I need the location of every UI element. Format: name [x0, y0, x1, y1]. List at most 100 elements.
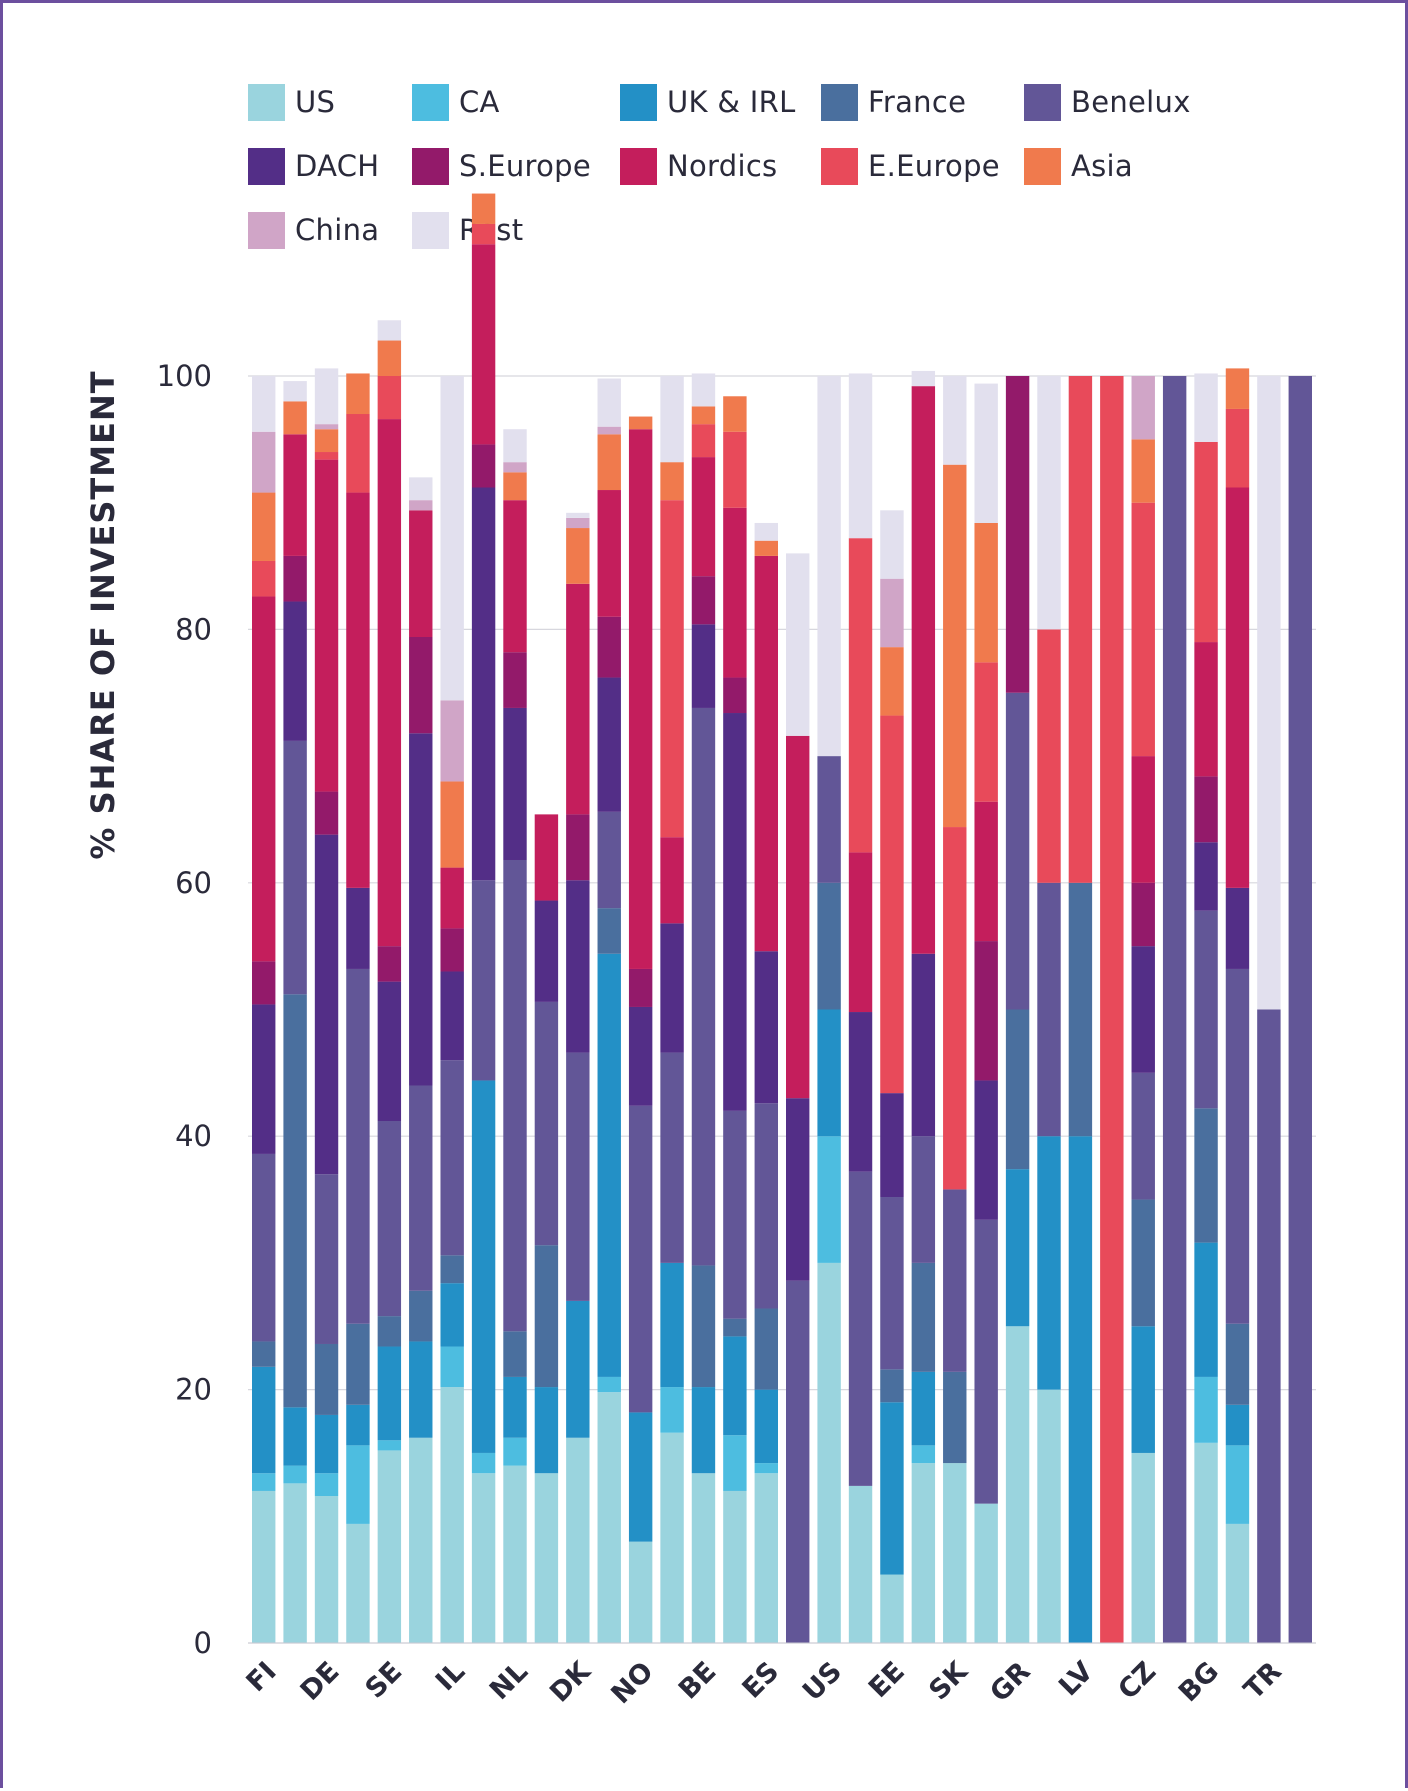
bar-segment-e-europe [1037, 629, 1060, 882]
bar-segment-nordics [315, 460, 338, 792]
bar-segment-us [1132, 1453, 1155, 1643]
bar-segment-france [1132, 1200, 1155, 1327]
bar-segment-s-europe [974, 941, 997, 1080]
bar-segment-asia [252, 493, 275, 561]
bar-segment-dach [283, 602, 306, 741]
bar-segment-us [943, 1463, 966, 1643]
bar-segment-nordics [346, 493, 369, 888]
bar-segment-ca [912, 1445, 935, 1463]
x-tick-label: NO [605, 1656, 659, 1710]
bar-segment-us [252, 1491, 275, 1643]
bar-segment-e-europe [346, 414, 369, 493]
x-tick-label: BE [673, 1656, 723, 1706]
bar-segment-nordics [912, 386, 935, 954]
bar-segment-france [943, 1372, 966, 1463]
bar-segment-us [912, 1463, 935, 1643]
bar-segment-ca [598, 1377, 621, 1392]
bar-segment-china [880, 579, 903, 647]
bar-segment-e-europe [943, 827, 966, 1189]
bar-segment-s-europe [723, 678, 746, 713]
bar-segment-rest [660, 376, 683, 462]
bar-segment-e-europe [849, 538, 872, 852]
bar-segment-nordics [786, 736, 809, 1098]
bar-segment-us [566, 1438, 589, 1643]
bar-segment-uk-irl [629, 1412, 652, 1541]
bar-segment-us [472, 1473, 495, 1643]
bar-segment-asia [472, 194, 495, 224]
bar-segment-us [880, 1575, 903, 1643]
gridlines [248, 376, 1316, 1643]
bar-segment-france [1006, 1010, 1029, 1170]
bar-segment-us [1037, 1390, 1060, 1643]
bar-segment-dach [974, 1080, 997, 1219]
bar-segment-benelux [943, 1189, 966, 1371]
bar-segment-ca [755, 1463, 778, 1473]
bar-segment-benelux [598, 812, 621, 908]
bar-segment-us [346, 1524, 369, 1643]
bar-segment-nordics [535, 814, 558, 900]
bar-segment-nordics [283, 434, 306, 556]
bar-segment-nordics [974, 802, 997, 941]
bar-segment-uk-irl [503, 1377, 526, 1438]
bar-segment-uk-irl [1006, 1169, 1029, 1326]
bar-segment-rest [566, 513, 589, 518]
bar-segment-s-europe [598, 617, 621, 678]
x-tick-label: CZ [1112, 1656, 1162, 1706]
bar-segment-ca [378, 1440, 401, 1450]
bar-segment-uk-irl [1037, 1136, 1060, 1389]
bar-segment-france [315, 1344, 338, 1415]
bar-segment-france [409, 1291, 432, 1342]
bar-segment-uk-irl [252, 1367, 275, 1473]
bar-segment-france [880, 1369, 903, 1402]
bar-segment-uk-irl [692, 1387, 715, 1473]
bar-segment-dach [440, 971, 463, 1060]
bar-segment-ca [346, 1445, 369, 1524]
bar-segment-asia [629, 417, 652, 430]
bar-segment-nordics [378, 419, 401, 946]
bar-segment-benelux [974, 1220, 997, 1504]
bar-segment-china [503, 462, 526, 472]
bar-segment-asia [1132, 439, 1155, 502]
bar-segment-e-europe [472, 224, 495, 244]
bar-segment-us [692, 1473, 715, 1643]
bar-segment-benelux [1163, 376, 1186, 1643]
bar-segment-china [440, 700, 463, 781]
bar-segment-asia [598, 434, 621, 490]
bar-segment-nordics [503, 500, 526, 652]
bar-segment-nordics [566, 584, 589, 815]
bar-segment-ca [472, 1453, 495, 1473]
bar-segment-s-europe [1006, 376, 1029, 693]
bar-segment-dach [660, 923, 683, 1052]
bar-segment-us [723, 1491, 746, 1643]
bar-segment-benelux [1132, 1073, 1155, 1200]
y-tick-label: 0 [194, 1626, 212, 1660]
bar-segment-s-europe [378, 946, 401, 981]
bar-segment-benelux [472, 880, 495, 1080]
x-tick-label: NL [484, 1656, 534, 1706]
bar-segment-china [409, 500, 432, 510]
bar-segment-france [692, 1265, 715, 1387]
bar-segment-dach [1194, 842, 1217, 910]
bar-segment-ca [315, 1473, 338, 1496]
bar-segment-e-europe [1226, 409, 1249, 488]
bar-segment-asia [723, 396, 746, 431]
bar-segment-benelux [1226, 969, 1249, 1324]
bar-segment-dach [880, 1093, 903, 1197]
bar-segment-us [315, 1496, 338, 1643]
bar-segment-dach [566, 880, 589, 1052]
bar-segment-asia [503, 472, 526, 500]
bar-segment-ca [723, 1435, 746, 1491]
bar-segment-rest [1257, 376, 1280, 1010]
bar-segment-nordics [849, 852, 872, 1012]
bar-segment-uk-irl [409, 1341, 432, 1437]
bar-segment-us [440, 1387, 463, 1643]
bar-segment-benelux [1257, 1010, 1280, 1644]
x-tick-label: EE [863, 1656, 911, 1704]
bar-segment-e-europe [378, 376, 401, 419]
bar-segment-asia [378, 341, 401, 376]
bar-segment-dach [755, 951, 778, 1103]
bar-segment-s-europe [409, 637, 432, 733]
bar-segment-s-europe [1132, 883, 1155, 946]
bar-segment-uk-irl [755, 1390, 778, 1463]
x-tick-label: LV [1053, 1656, 1099, 1702]
